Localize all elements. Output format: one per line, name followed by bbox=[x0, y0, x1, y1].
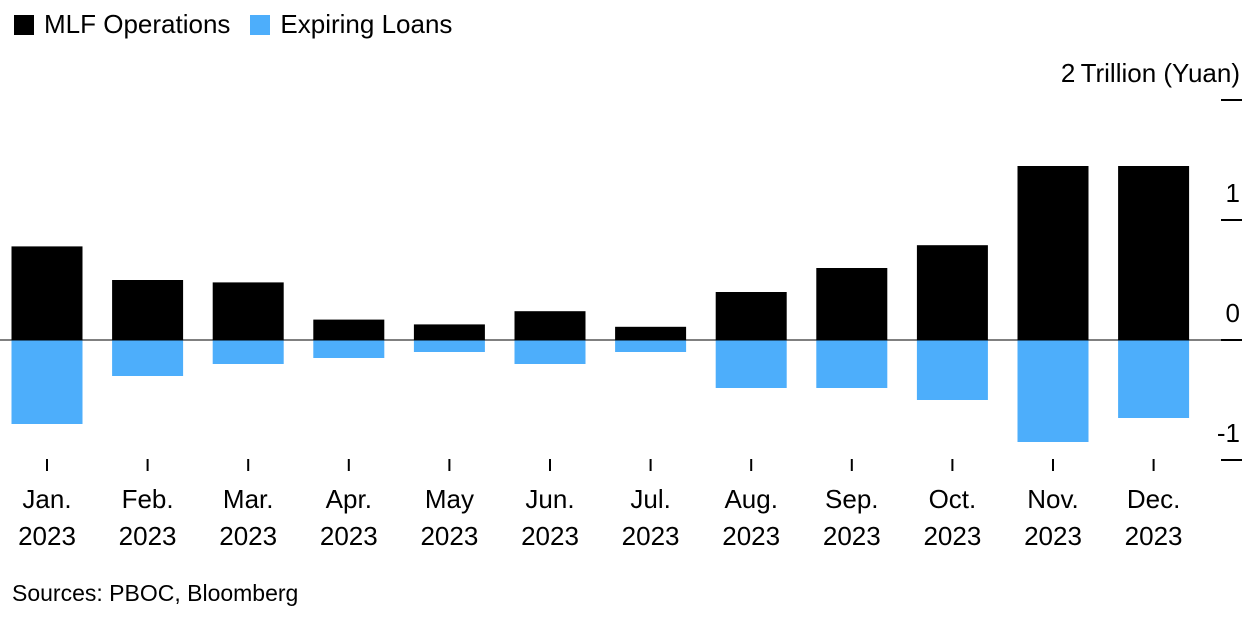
x-tick-label-year-6: 2023 bbox=[521, 521, 579, 551]
x-tick-label-month-2: Feb. bbox=[122, 484, 174, 514]
bar-mlf-operations-3 bbox=[212, 282, 284, 340]
x-tick-label-month-3: Mar. bbox=[223, 484, 274, 514]
legend-swatch-mlf-operations bbox=[14, 14, 34, 35]
x-tick-label-month-6: Jun. bbox=[525, 484, 574, 514]
y-tick-label-1: 0 bbox=[1226, 298, 1240, 328]
x-tick-label-year-12: 2023 bbox=[1125, 521, 1183, 551]
chart-legend: MLF Operations Expiring Loans bbox=[14, 9, 472, 40]
bar-expiring-loans-8 bbox=[715, 340, 787, 388]
bar-mlf-operations-7 bbox=[615, 326, 687, 340]
bar-mlf-operations-5 bbox=[413, 324, 485, 340]
bar-expiring-loans-7 bbox=[615, 340, 687, 352]
legend-item-mlf-operations: MLF Operations bbox=[14, 9, 230, 40]
bar-expiring-loans-11 bbox=[1017, 340, 1089, 442]
legend-item-expiring-loans: Expiring Loans bbox=[250, 9, 452, 40]
bar-mlf-operations-12 bbox=[1118, 166, 1190, 340]
x-tick-label-year-11: 2023 bbox=[1024, 521, 1082, 551]
x-tick-label-year-1: 2023 bbox=[18, 521, 76, 551]
x-tick-label-month-10: Oct. bbox=[929, 484, 977, 514]
x-tick-label-year-2: 2023 bbox=[119, 521, 177, 551]
bar-expiring-loans-3 bbox=[212, 340, 284, 364]
bar-expiring-loans-6 bbox=[514, 340, 586, 364]
x-tick-label-year-4: 2023 bbox=[320, 521, 378, 551]
x-tick-label-year-7: 2023 bbox=[622, 521, 680, 551]
legend-label-mlf-operations: MLF Operations bbox=[44, 9, 231, 39]
x-tick-label-month-4: Apr. bbox=[326, 484, 372, 514]
source-note: Sources: PBOC, Bloomberg bbox=[12, 580, 299, 606]
bar-expiring-loans-10 bbox=[916, 340, 988, 400]
bar-mlf-operations-2 bbox=[112, 280, 184, 340]
bar-mlf-operations-4 bbox=[313, 319, 385, 340]
x-tick-label-month-11: Nov. bbox=[1027, 484, 1079, 514]
legend-label-expiring-loans: Expiring Loans bbox=[280, 9, 453, 39]
y-tick-label-2: 1 bbox=[1226, 178, 1240, 208]
bar-expiring-loans-5 bbox=[413, 340, 485, 352]
bar-expiring-loans-12 bbox=[1118, 340, 1190, 418]
bar-mlf-operations-10 bbox=[916, 245, 988, 340]
bar-expiring-loans-1 bbox=[11, 340, 83, 424]
bar-expiring-loans-2 bbox=[112, 340, 184, 376]
bar-mlf-operations-6 bbox=[514, 311, 586, 340]
bar-chart: -1 0 1 2 Trillion (Yuan) Jan. 2023 Feb. 2023 Mar… bbox=[0, 58, 1242, 551]
bar-expiring-loans-4 bbox=[313, 340, 385, 358]
x-tick-label-month-9: Sep. bbox=[825, 484, 879, 514]
x-tick-label-year-9: 2023 bbox=[823, 521, 881, 551]
x-tick-label-month-12: Dec. bbox=[1127, 484, 1180, 514]
x-tick-label-month-5: May bbox=[425, 484, 474, 514]
bar-expiring-loans-9 bbox=[816, 340, 888, 388]
bar-mlf-operations-11 bbox=[1017, 166, 1089, 340]
bar-mlf-operations-9 bbox=[816, 268, 888, 340]
x-tick-label-year-3: 2023 bbox=[219, 521, 277, 551]
x-tick-label-year-5: 2023 bbox=[420, 521, 478, 551]
legend-swatch-expiring-loans bbox=[250, 14, 271, 35]
x-tick-label-year-8: 2023 bbox=[722, 521, 780, 551]
x-tick-label-month-7: Jul. bbox=[630, 484, 670, 514]
y-tick-label-3: 2 Trillion (Yuan) bbox=[1061, 58, 1240, 88]
x-tick-label-month-1: Jan. bbox=[22, 484, 71, 514]
bar-mlf-operations-1 bbox=[11, 246, 83, 340]
bar-mlf-operations-8 bbox=[715, 292, 787, 340]
x-tick-label-year-10: 2023 bbox=[923, 521, 981, 551]
y-tick-label-0: -1 bbox=[1217, 418, 1240, 448]
x-tick-label-month-8: Aug. bbox=[724, 484, 778, 514]
